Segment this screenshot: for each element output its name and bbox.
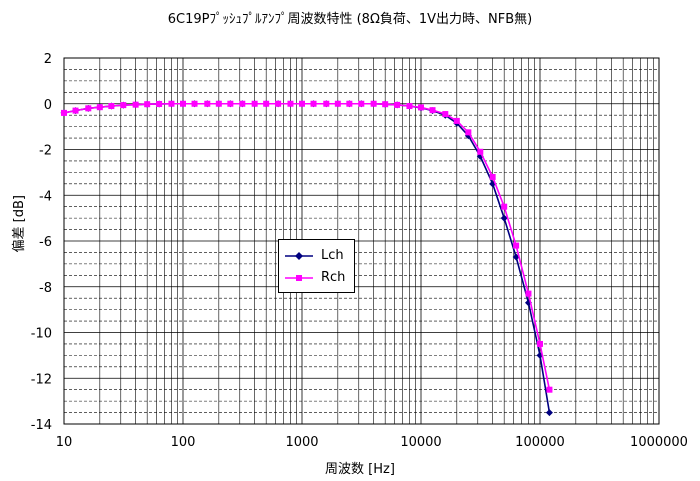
grid-minor <box>64 58 659 424</box>
x-tick-label: 10000 <box>400 435 441 450</box>
data-point <box>215 100 222 107</box>
data-point <box>275 100 282 107</box>
data-point <box>394 101 401 108</box>
data-point <box>358 100 365 107</box>
data-point <box>96 104 103 111</box>
chart-title: 6C19Pﾌﾟｯｼｭﾌﾟﾙｱﾝﾌﾟ周波数特性 (8Ω負荷、1V出力時、NFB無) <box>167 12 533 27</box>
data-point <box>346 100 353 107</box>
y-tick-label: -6 <box>39 235 52 250</box>
x-tick-label: 100 <box>171 435 196 450</box>
data-point <box>500 214 508 222</box>
data-point <box>310 100 317 107</box>
x-tick-label: 1000 <box>285 435 318 450</box>
x-tick-label: 1000000 <box>630 435 688 450</box>
data-point <box>144 101 151 108</box>
series-rch <box>61 100 553 393</box>
data-point <box>453 117 460 124</box>
data-point <box>204 100 211 107</box>
data-point <box>180 100 186 107</box>
legend-label: Lch <box>321 248 344 263</box>
data-point <box>501 203 508 210</box>
data-point <box>406 103 413 110</box>
x-tick-label: 100000 <box>515 435 565 450</box>
data-point <box>429 107 436 114</box>
y-tick-label: -4 <box>39 189 52 204</box>
y-tick-label: -10 <box>31 327 52 342</box>
data-point <box>251 100 258 107</box>
data-point <box>537 340 543 347</box>
data-point <box>168 100 175 107</box>
plot-frame <box>63 57 660 425</box>
x-tick-label: 10 <box>56 435 73 450</box>
data-point <box>156 100 163 107</box>
y-tick-label: -8 <box>39 281 52 296</box>
legend-item-lch: Lch <box>285 248 351 264</box>
diamond-marker-icon <box>295 252 303 260</box>
data-point <box>525 290 532 297</box>
square-marker-icon <box>296 275 302 281</box>
legend-label: Rch <box>321 270 346 285</box>
y-tick-label: -12 <box>31 372 52 387</box>
y-tick-label: -14 <box>31 418 52 433</box>
data-point <box>72 107 79 114</box>
data-point <box>512 253 520 261</box>
data-point <box>227 100 234 107</box>
data-point <box>120 102 127 109</box>
y-tick-labels: 2 0 -2 -4 -6 -8 -10 -12 -14 <box>31 52 52 433</box>
data-point <box>545 409 553 417</box>
x-tick-labels: 10 100 1000 10000 100000 1000000 <box>56 435 688 450</box>
data-point <box>546 386 553 393</box>
data-point <box>299 100 305 107</box>
data-point <box>132 101 139 108</box>
data-point <box>61 109 67 116</box>
data-point <box>239 100 246 107</box>
series-layer <box>60 100 553 417</box>
x-axis-label: 周波数 [Hz] <box>325 462 395 477</box>
data-point <box>465 129 472 136</box>
data-point <box>382 101 389 108</box>
data-point <box>418 104 424 111</box>
data-point <box>263 100 270 107</box>
data-point <box>489 173 496 180</box>
data-point <box>513 242 520 249</box>
data-point <box>477 148 484 155</box>
data-point <box>85 105 92 112</box>
data-point <box>323 100 330 107</box>
y-axis-label: 偏差 [dB] <box>12 195 27 253</box>
data-point <box>287 100 294 107</box>
data-point <box>108 103 115 110</box>
legend-item-rch: Rch <box>285 270 351 286</box>
data-point <box>442 111 449 118</box>
y-tick-label: 2 <box>44 52 52 67</box>
legend: Lch Rch <box>278 239 355 293</box>
y-tick-label: -2 <box>39 144 52 159</box>
data-point <box>334 100 341 107</box>
data-point <box>370 100 377 107</box>
grid-major <box>63 57 659 425</box>
y-tick-label: 0 <box>44 98 52 113</box>
data-point <box>191 100 198 107</box>
